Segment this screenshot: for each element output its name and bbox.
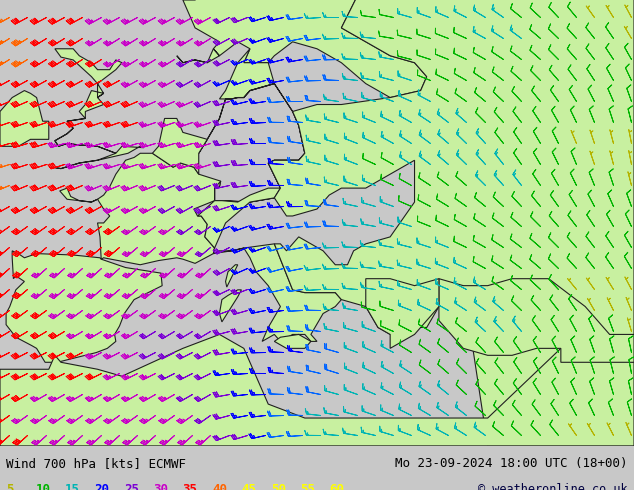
Text: 50: 50 [271, 483, 286, 490]
Text: © weatheronline.co.uk: © weatheronline.co.uk [478, 483, 628, 490]
Text: 15: 15 [65, 483, 80, 490]
Polygon shape [439, 279, 634, 362]
Polygon shape [226, 265, 238, 287]
Polygon shape [0, 335, 634, 446]
Polygon shape [219, 290, 242, 322]
Polygon shape [198, 188, 280, 254]
Text: 55: 55 [301, 483, 315, 490]
Polygon shape [0, 91, 49, 147]
Text: Wind 700 hPa [kts] ECMWF: Wind 700 hPa [kts] ECMWF [6, 457, 186, 470]
Polygon shape [219, 49, 275, 99]
Polygon shape [198, 84, 305, 202]
Text: 10: 10 [36, 483, 51, 490]
Text: 30: 30 [153, 483, 168, 490]
Text: 25: 25 [124, 483, 139, 490]
Text: 60: 60 [330, 483, 345, 490]
Text: 35: 35 [183, 483, 198, 490]
Polygon shape [275, 335, 311, 348]
Polygon shape [366, 279, 439, 348]
Polygon shape [152, 119, 207, 174]
Text: 20: 20 [94, 483, 110, 490]
Text: Mo 23-09-2024 18:00 UTC (18+00): Mo 23-09-2024 18:00 UTC (18+00) [395, 457, 628, 470]
Polygon shape [6, 251, 162, 362]
Polygon shape [60, 153, 221, 265]
Text: 40: 40 [212, 483, 227, 490]
Polygon shape [268, 0, 634, 446]
Polygon shape [214, 244, 341, 342]
Polygon shape [177, 0, 488, 98]
Text: 5: 5 [6, 483, 14, 490]
Text: 45: 45 [242, 483, 257, 490]
Polygon shape [53, 49, 144, 169]
